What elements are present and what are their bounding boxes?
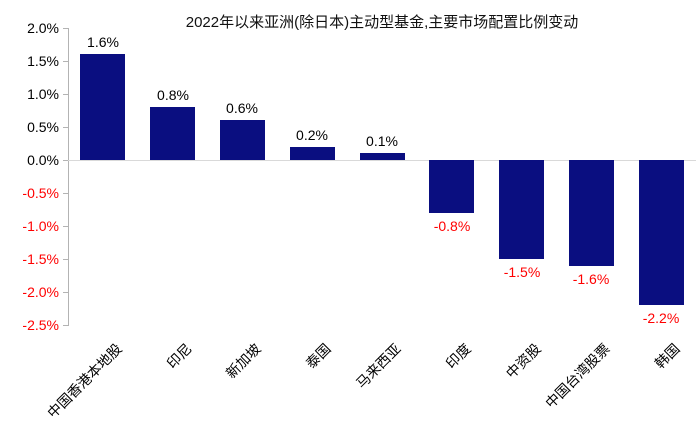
- y-axis-line: [68, 28, 69, 326]
- x-category-label: 中国台湾股票: [542, 340, 613, 412]
- x-category-label: 中资股: [502, 340, 544, 382]
- x-category-label: 马来西亚: [352, 340, 404, 392]
- y-axis-tick: [63, 193, 68, 194]
- x-category-label: 韩国: [651, 340, 683, 372]
- y-tick-label: -1.5%: [22, 251, 59, 267]
- x-category-label: 新加坡: [222, 340, 264, 382]
- value-label: 0.1%: [366, 133, 398, 149]
- x-category-label: 泰国: [302, 340, 334, 372]
- bar: [290, 147, 335, 160]
- y-axis-tick: [63, 61, 68, 62]
- y-tick-label: -1.0%: [22, 218, 59, 234]
- value-label: 0.8%: [157, 87, 189, 103]
- bar: [569, 160, 614, 266]
- zero-gridline: [68, 160, 696, 161]
- y-axis-tick: [63, 226, 68, 227]
- y-tick-label: -2.5%: [22, 317, 59, 333]
- y-tick-label: 0.0%: [27, 152, 59, 168]
- y-tick-label: -2.0%: [22, 284, 59, 300]
- y-axis-tick: [63, 325, 68, 326]
- value-label: 0.6%: [226, 100, 258, 116]
- bar: [220, 120, 265, 160]
- bar: [360, 153, 405, 160]
- value-label: -1.5%: [503, 264, 541, 280]
- value-label: -1.6%: [572, 271, 610, 287]
- y-axis-tick: [63, 28, 68, 29]
- bar: [639, 160, 684, 305]
- y-axis-tick: [63, 160, 68, 161]
- value-label: -0.8%: [433, 218, 471, 234]
- y-tick-label: 2.0%: [27, 20, 59, 36]
- y-tick-label: -0.5%: [22, 185, 59, 201]
- x-category-label: 印度: [442, 340, 474, 372]
- y-axis-tick: [63, 292, 68, 293]
- y-tick-label: 1.0%: [27, 86, 59, 102]
- value-label: 1.6%: [87, 34, 119, 50]
- y-tick-label: 1.5%: [27, 53, 59, 69]
- y-tick-label: 0.5%: [27, 119, 59, 135]
- value-label: 0.2%: [296, 127, 328, 143]
- y-axis-tick: [63, 127, 68, 128]
- chart-title: 2022年以来亚洲(除日本)主动型基金,主要市场配置比例变动: [185, 14, 579, 31]
- bar: [429, 160, 474, 213]
- bar: [150, 107, 195, 160]
- value-label: -2.2%: [642, 310, 680, 326]
- bar: [80, 54, 125, 160]
- x-category-label: 中国香港本地股: [44, 340, 125, 422]
- y-axis-tick: [63, 259, 68, 260]
- bar: [499, 160, 544, 259]
- x-category-label: 印尼: [163, 340, 195, 372]
- y-axis-tick: [63, 94, 68, 95]
